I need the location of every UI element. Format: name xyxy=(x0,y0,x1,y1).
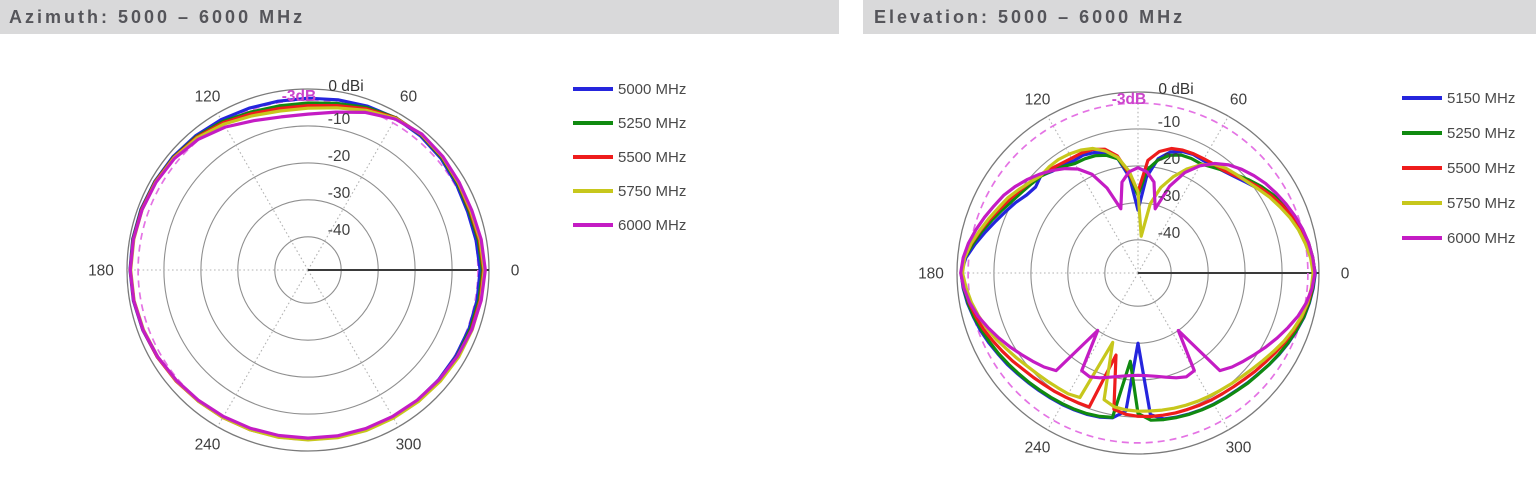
legend-label: 5000 MHz xyxy=(618,80,687,98)
azimuth-polar-chart: 0 60 120 180 240 300 -10 -20 -30 -40 0 dBi -3dB xyxy=(78,55,538,485)
azimuth-title: Azimuth: 5000 – 6000 MHz xyxy=(9,7,306,27)
polar-grid-spokes xyxy=(957,92,1229,431)
legend-label: 5500 MHz xyxy=(1447,159,1516,177)
legend-color-swatch xyxy=(1402,236,1442,240)
legend-color-swatch xyxy=(573,189,613,193)
legend-item-5150-mhz: 5150 MHz xyxy=(1402,88,1515,108)
svg-text:180: 180 xyxy=(918,266,944,283)
legend-color-swatch xyxy=(573,87,613,91)
svg-text:0: 0 xyxy=(511,263,520,280)
legend-label: 5150 MHz xyxy=(1447,89,1516,107)
legend-label: 5250 MHz xyxy=(1447,124,1516,142)
radial-tick-labels: -10 -20 -30 -40 xyxy=(1158,114,1181,242)
azimuth-polar-plot: 0 60 120 180 240 300 -10 -20 -30 -40 0 dBi -3dB xyxy=(88,78,520,454)
legend-label: 6000 MHz xyxy=(1447,229,1516,247)
legend-item-5750-mhz: 5750 MHz xyxy=(1402,193,1515,213)
svg-text:60: 60 xyxy=(400,88,418,105)
polar-grid-spokes xyxy=(127,112,399,428)
azimuth-title-bar: Azimuth: 5000 – 6000 MHz xyxy=(0,0,839,34)
svg-text:180: 180 xyxy=(88,263,114,280)
svg-text:-20: -20 xyxy=(328,148,351,165)
legend-color-swatch xyxy=(1402,166,1442,170)
svg-text:-40: -40 xyxy=(328,222,351,239)
angle-labels: 0 60 120 180 240 300 xyxy=(88,88,520,453)
legend-label: 5750 MHz xyxy=(618,182,687,200)
angle-labels: 0 60 120 180 240 300 xyxy=(918,91,1350,456)
svg-text:-40: -40 xyxy=(1158,225,1181,242)
svg-text:300: 300 xyxy=(396,437,422,454)
legend-label: 5500 MHz xyxy=(618,148,687,166)
elevation-title: Elevation: 5000 – 6000 MHz xyxy=(874,7,1186,27)
legend-color-swatch xyxy=(1402,96,1442,100)
svg-text:120: 120 xyxy=(1025,91,1051,108)
svg-text:-30: -30 xyxy=(328,185,351,202)
svg-text:-20: -20 xyxy=(1158,151,1181,168)
legend-label: 5250 MHz xyxy=(618,114,687,132)
elevation-title-bar: Elevation: 5000 – 6000 MHz xyxy=(863,0,1536,34)
legend-color-swatch xyxy=(573,155,613,159)
svg-text:300: 300 xyxy=(1226,440,1252,457)
series-curve-6000-mhz xyxy=(128,110,487,440)
elevation-legend: 5150 MHz 5250 MHz 5500 MHz 5750 MHz 6000 MHz xyxy=(1402,88,1515,248)
legend-item-5500-mhz: 5500 MHz xyxy=(573,147,686,167)
svg-text:0: 0 xyxy=(1341,266,1350,283)
svg-text:60: 60 xyxy=(1230,91,1248,108)
legend-item-5250-mhz: 5250 MHz xyxy=(573,113,686,133)
svg-text:-10: -10 xyxy=(1158,114,1181,131)
elevation-polar-plot: 0 60 120 180 240 300 -10 -20 -30 -40 0 dBi -3dB xyxy=(918,81,1350,457)
radial-tick-labels: -10 -20 -30 -40 xyxy=(328,111,351,239)
svg-text:-30: -30 xyxy=(1158,188,1181,205)
threshold-label: -3dB xyxy=(1112,91,1146,108)
azimuth-legend: 5000 MHz 5250 MHz 5500 MHz 5750 MHz 6000 MHz xyxy=(573,79,686,235)
elevation-polar-chart: 0 60 120 180 240 300 -10 -20 -30 -40 0 dBi -3dB xyxy=(908,58,1368,488)
legend-color-swatch xyxy=(573,223,613,227)
svg-text:-10: -10 xyxy=(328,111,351,128)
legend-color-swatch xyxy=(1402,201,1442,205)
legend-item-6000-mhz: 6000 MHz xyxy=(573,215,686,235)
legend-item-5500-mhz: 5500 MHz xyxy=(1402,158,1515,178)
svg-text:120: 120 xyxy=(195,88,221,105)
legend-label: 6000 MHz xyxy=(618,216,687,234)
outer-ring-label: 0 dBi xyxy=(1158,81,1193,98)
legend-label: 5750 MHz xyxy=(1447,194,1516,212)
legend-color-swatch xyxy=(573,121,613,125)
legend-item-5000-mhz: 5000 MHz xyxy=(573,79,686,99)
threshold-circle xyxy=(967,102,1309,444)
outer-ring-label: 0 dBi xyxy=(328,78,363,95)
legend-color-swatch xyxy=(1402,131,1442,135)
svg-text:240: 240 xyxy=(1025,440,1051,457)
svg-text:240: 240 xyxy=(195,437,221,454)
threshold-label: -3dB xyxy=(282,88,316,105)
legend-item-5250-mhz: 5250 MHz xyxy=(1402,123,1515,143)
series-curve-6000-mhz xyxy=(959,161,1317,380)
legend-item-5750-mhz: 5750 MHz xyxy=(573,181,686,201)
legend-item-6000-mhz: 6000 MHz xyxy=(1402,228,1515,248)
